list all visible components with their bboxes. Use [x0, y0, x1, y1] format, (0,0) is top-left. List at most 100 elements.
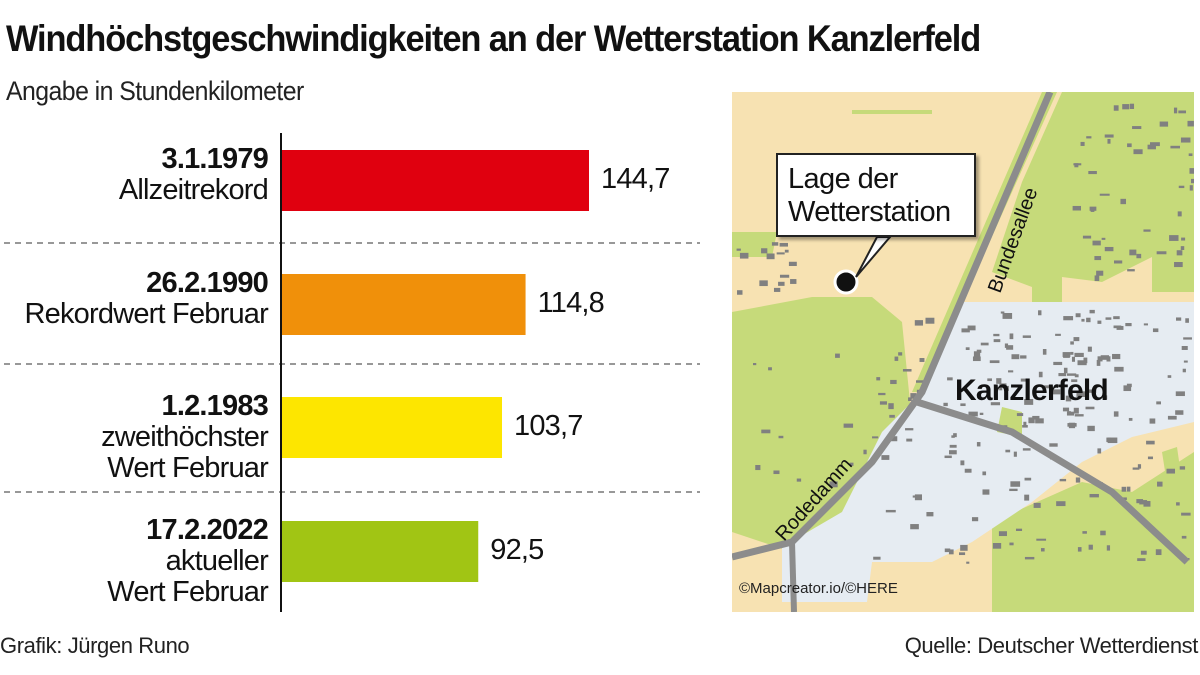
- building: [778, 281, 785, 286]
- building: [1042, 349, 1047, 355]
- building: [1180, 246, 1185, 250]
- building: [1137, 464, 1142, 469]
- building: [1094, 275, 1100, 282]
- building: [1143, 229, 1151, 232]
- building: [1114, 260, 1123, 264]
- building: [1104, 134, 1114, 138]
- building: [1099, 193, 1110, 196]
- building: [916, 380, 924, 383]
- building: [888, 403, 894, 410]
- building: [925, 317, 935, 324]
- callout-line-1: Lage der: [788, 163, 898, 195]
- building: [736, 248, 741, 251]
- building: [966, 561, 970, 564]
- building: [1185, 318, 1189, 323]
- building: [788, 261, 797, 267]
- building: [878, 392, 886, 396]
- building: [1090, 209, 1095, 212]
- building: [1070, 351, 1074, 355]
- building: [905, 428, 914, 431]
- building: [1112, 353, 1121, 360]
- building: [1181, 237, 1186, 241]
- building: [1068, 422, 1076, 429]
- building: [1002, 313, 1013, 319]
- building: [908, 397, 912, 402]
- category-date: 17.2.2022: [146, 514, 269, 546]
- building: [973, 351, 981, 358]
- building: [759, 280, 768, 287]
- category-label: 17.2.2022 aktueller Wert Februar: [107, 514, 269, 608]
- building: [863, 449, 867, 455]
- building: [1006, 345, 1014, 350]
- building: [829, 481, 838, 488]
- building: [1167, 375, 1172, 378]
- building: [989, 360, 1000, 364]
- building: [1056, 501, 1066, 507]
- building: [1051, 389, 1061, 395]
- building: [1082, 531, 1087, 534]
- building: [1175, 410, 1184, 415]
- building: [960, 460, 965, 466]
- building: [1077, 547, 1082, 552]
- building: [992, 542, 1002, 549]
- building: [779, 274, 790, 278]
- district-label: Kanzlerfeld: [955, 374, 1109, 407]
- building: [1113, 411, 1119, 417]
- building: [835, 353, 840, 358]
- callout-line-2: Wetterstation: [788, 196, 951, 228]
- building: [1074, 374, 1079, 378]
- value-label: 144,7: [601, 163, 670, 195]
- building: [1120, 198, 1127, 205]
- building: [1022, 448, 1031, 451]
- value-label: 103,7: [514, 410, 583, 442]
- building: [1074, 352, 1084, 357]
- building: [849, 462, 854, 466]
- building: [943, 402, 948, 407]
- chart-title: Windhöchstgeschwindigkeiten an der Wette…: [6, 18, 981, 59]
- building: [910, 524, 919, 530]
- building: [976, 349, 982, 353]
- building: [1173, 107, 1178, 114]
- building: [1065, 395, 1072, 402]
- building: [993, 333, 1000, 337]
- building: [1059, 478, 1067, 482]
- building: [1080, 141, 1085, 146]
- building: [1181, 512, 1191, 516]
- station-marker: [833, 269, 859, 295]
- building: [1125, 323, 1132, 327]
- building: [1089, 206, 1097, 211]
- building: [889, 414, 895, 418]
- building: [1149, 418, 1156, 424]
- building: [1097, 356, 1103, 362]
- building: [1096, 359, 1101, 366]
- building: [1100, 355, 1109, 360]
- building: [1086, 317, 1091, 323]
- building: [1104, 246, 1114, 252]
- building: [776, 252, 785, 255]
- building: [773, 470, 780, 475]
- building: [1038, 310, 1042, 316]
- building: [953, 433, 957, 438]
- building: [1169, 235, 1179, 241]
- building: [1097, 320, 1102, 324]
- station-callout: Lage der Wetterstation: [776, 153, 976, 237]
- building: [768, 367, 772, 371]
- building: [1075, 313, 1081, 318]
- building: [1155, 549, 1162, 556]
- building: [914, 494, 923, 501]
- building: [1024, 556, 1035, 560]
- building: [990, 402, 1001, 406]
- building: [1176, 502, 1180, 506]
- building: [1009, 333, 1014, 340]
- building: [739, 252, 749, 259]
- building: [1152, 328, 1159, 333]
- building: [1087, 389, 1097, 393]
- category-desc: zweithöchster: [101, 421, 269, 453]
- building: [1074, 414, 1084, 417]
- building: [1035, 418, 1044, 424]
- building: [1156, 251, 1167, 255]
- building: [998, 531, 1007, 537]
- building: [976, 442, 981, 447]
- building: [843, 423, 854, 428]
- road-bundesallee: [732, 92, 1054, 561]
